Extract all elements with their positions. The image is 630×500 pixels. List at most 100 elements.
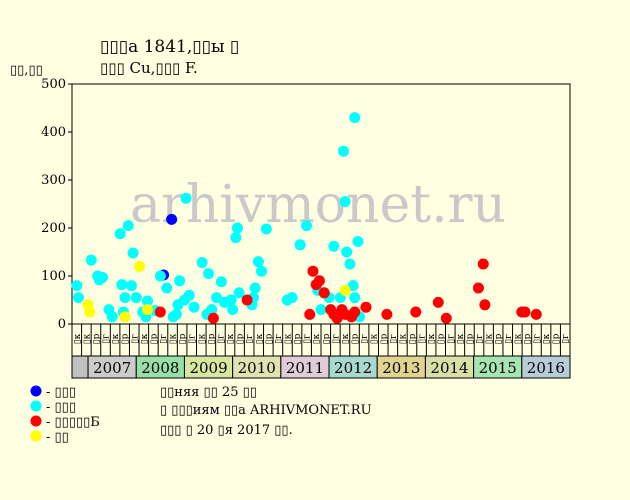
month-label-24: ▯г (303, 334, 313, 344)
point-s0-1 (166, 213, 178, 225)
legend-marker-2 (30, 415, 42, 427)
month-label-17: ▯р (236, 333, 246, 344)
point-s1-53 (315, 304, 327, 316)
year-label-5: 2011 (286, 359, 324, 377)
point-s1-12 (122, 220, 134, 232)
month-label-18: ▯г (245, 334, 255, 344)
point-s1-5 (97, 271, 109, 283)
legend: - ▯▯▯ - ▯▯▯ - ▯▯▯▯▯Б - ▯▯ (30, 385, 100, 445)
month-label-26: ▯р (322, 333, 332, 344)
year-row: 2007 2008 2009 2010 2011 2012 2013 2014 2015 2016 (71, 355, 571, 379)
month-label-0: ▯к (73, 333, 83, 344)
month-label-22: ▯к (283, 333, 293, 344)
legend-marker-0 (30, 385, 42, 397)
point-s1-51 (301, 220, 313, 232)
month-label-9: ▯г (159, 334, 169, 344)
y-axis: 0 100 200 300 400 500 (41, 77, 72, 332)
month-label-27: ▯г (331, 334, 341, 344)
month-label-3: ▯г (102, 334, 112, 344)
point-s1-35 (215, 276, 227, 288)
point-s1-58 (339, 196, 351, 208)
y-tick-label-1: 100 (41, 269, 66, 284)
year-label-4: 2010 (238, 359, 276, 377)
point-s1-29 (188, 301, 200, 313)
month-label-33: ▯г (389, 334, 399, 344)
month-label-16: ▯к (226, 333, 236, 344)
point-s1-25 (174, 275, 186, 287)
note-line-0: ▯▯няя ▯▯ 25 ▯▯ (160, 385, 257, 400)
month-label-21: ▯г (274, 334, 284, 344)
point-s1-13 (125, 280, 137, 292)
year-label-1: 2007 (93, 359, 131, 377)
month-label-14: ▯р (207, 333, 217, 344)
point-s1-45 (252, 256, 264, 268)
year-label-2: 2008 (141, 359, 179, 377)
month-label-7: ▯к (140, 333, 150, 344)
month-label-46: ▯к (513, 333, 523, 344)
month-label-49: ▯к (542, 333, 552, 344)
note-line-2: ▯▯▯ ▯ 20 ▯я 2017 ▯▯. (160, 423, 293, 438)
point-s2-24 (519, 306, 531, 318)
notes: ▯▯няя ▯▯ 25 ▯▯ ▯ ▯▯▯иям ▯▯а ARHIVMONET.R… (160, 385, 372, 438)
point-s3-5 (339, 284, 351, 296)
year-cell-0 (71, 355, 89, 379)
point-s2-7 (318, 287, 330, 299)
point-s1-9 (116, 279, 128, 291)
month-label-23: ▯р (293, 333, 303, 344)
point-s1-59 (341, 246, 353, 258)
month-label-44: ▯р (494, 333, 504, 344)
y-tick-label-4: 400 (41, 125, 66, 140)
point-s1-63 (349, 292, 361, 304)
point-s1-49 (286, 292, 298, 304)
point-s1-64 (352, 235, 364, 247)
month-label-25: ▯к (312, 333, 322, 344)
y-tick-label-5: 500 (41, 77, 66, 92)
month-row: ▯к ▯к ▯р ▯г ▯к ▯р ▯г ▯к ▯р ▯г ▯к ▯р ▯г ▯к ▯р ▯г ▯к ▯р ▯г ▯к… (71, 323, 571, 357)
month-label-50: ▯р (552, 333, 562, 344)
point-s1-2 (85, 254, 97, 266)
month-label-29: ▯р (351, 333, 361, 344)
month-label-32: ▯р (379, 333, 389, 344)
chart-title: ▯▯▯а 1841,▯▯ы ▯ (100, 37, 239, 57)
point-s1-32 (203, 268, 215, 280)
point-s1-50 (294, 239, 306, 251)
point-s2-0 (154, 306, 166, 318)
point-s2-15 (360, 301, 372, 313)
month-label-36: ▯г (418, 334, 428, 344)
month-label-11: ▯р (178, 333, 188, 344)
month-label-20: ▯р (264, 333, 274, 344)
month-label-31: ▯к (370, 333, 380, 344)
year-label-7: 2013 (382, 359, 420, 377)
point-s1-46 (256, 265, 268, 277)
point-s1-37 (225, 294, 237, 306)
point-s1-38 (227, 304, 239, 316)
point-s1-8 (114, 228, 126, 240)
point-s1-1 (72, 292, 84, 304)
legend-label-1: - ▯▯▯ (46, 400, 76, 415)
month-label-39: ▯г (446, 334, 456, 344)
y-tick-label-2: 200 (41, 221, 66, 236)
watermark: arhivmonet.ru (130, 175, 506, 235)
month-label-6: ▯г (130, 334, 140, 344)
month-label-28: ▯к (341, 333, 351, 344)
month-label-19: ▯к (255, 333, 265, 344)
y-tick-label-3: 300 (41, 173, 66, 188)
point-s1-14 (127, 247, 139, 259)
point-s3-4 (142, 304, 154, 316)
point-s1-34 (211, 292, 223, 304)
point-s1-0 (71, 280, 83, 292)
point-s1-21 (161, 282, 173, 294)
point-s1-39 (230, 232, 242, 244)
month-label-15: ▯г (216, 334, 226, 344)
point-s1-33 (206, 304, 218, 316)
point-s1-7 (106, 311, 118, 323)
month-label-30: ▯г (360, 334, 370, 344)
chart-subtitle: ▯▯▯ Cu,▯▯▯ F. (100, 59, 198, 77)
y-tick-label-0: 0 (58, 317, 66, 332)
month-label-2: ▯р (92, 333, 102, 344)
month-label-42: ▯г (475, 334, 485, 344)
point-s1-11 (119, 292, 131, 304)
year-cell-10 (521, 355, 571, 379)
point-s2-18 (432, 296, 444, 308)
